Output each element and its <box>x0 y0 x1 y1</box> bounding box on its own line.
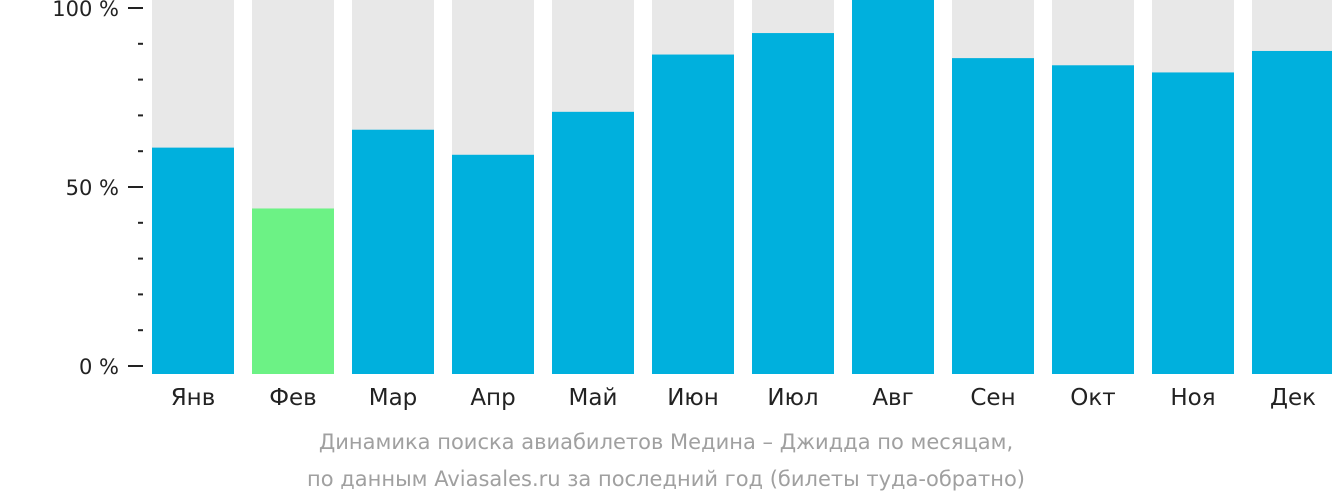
chart-caption-line-1: Динамика поиска авиабилетов Медина – Джи… <box>318 430 1014 454</box>
x-tick-label-10: Окт <box>1070 385 1115 411</box>
bar-4 <box>452 154 534 374</box>
y-tick-label: 100 % <box>52 0 119 21</box>
chart-caption-line-2: по данным Aviasales.ru за последний год … <box>307 467 1025 491</box>
y-tick-label: 50 % <box>66 176 119 200</box>
bar-5 <box>552 111 634 374</box>
x-tick-label-11: Ноя <box>1170 385 1215 411</box>
bar-7 <box>752 33 834 375</box>
bar-11 <box>1152 72 1234 374</box>
bar-10 <box>1052 65 1134 374</box>
x-tick-label-1: Янв <box>171 385 216 411</box>
x-tick-label-9: Сен <box>970 385 1015 411</box>
bar-8 <box>852 0 934 374</box>
x-tick-label-3: Мар <box>369 385 418 411</box>
x-tick-label-4: Апр <box>470 385 515 411</box>
bar-1 <box>152 147 234 374</box>
bar-6 <box>652 54 734 374</box>
x-tick-label-2: Фев <box>269 385 317 411</box>
x-tick-label-5: Май <box>569 385 618 411</box>
x-tick-label-8: Авг <box>872 385 913 411</box>
y-tick-label: 0 % <box>79 355 119 379</box>
bar-2 <box>252 208 334 374</box>
bar-12 <box>1252 50 1332 375</box>
bar-chart: Янв Фев Мар Апр Май Июн Июл Авг Сен Окт Ноя Дек 0 % 5… <box>52 0 1332 411</box>
x-tick-label-7: Июл <box>767 385 818 411</box>
x-tick-label-6: Июн <box>667 385 719 411</box>
bar-3 <box>352 129 434 374</box>
bar-9 <box>952 58 1034 375</box>
x-tick-label-12: Дек <box>1270 385 1316 411</box>
